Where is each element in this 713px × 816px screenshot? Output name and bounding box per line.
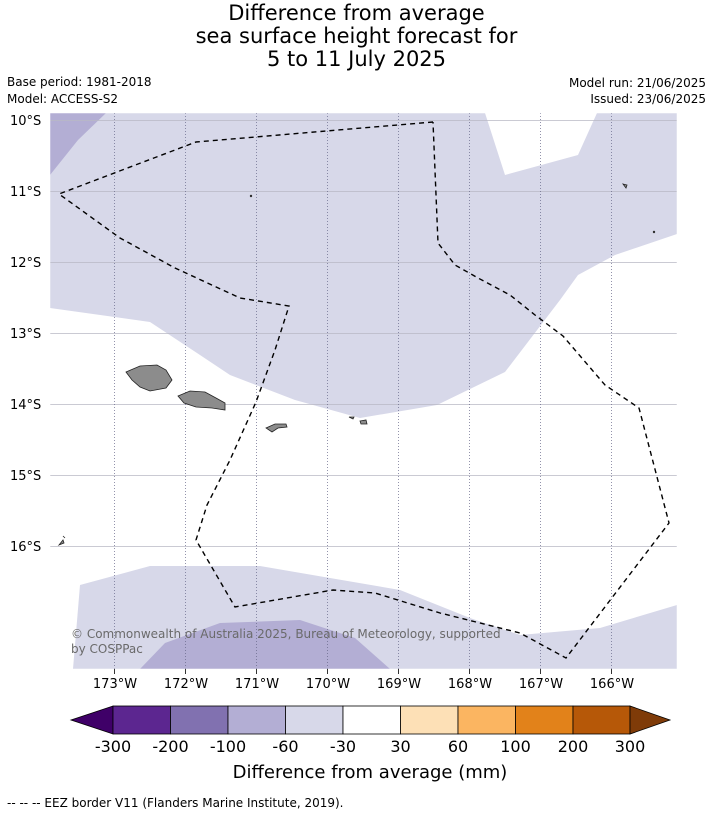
colorbar [69,705,672,735]
colorbar-swatch [112,705,171,735]
map-frame [49,112,678,670]
land-masses [57,183,656,546]
lat-label-15s: 15°S [10,469,41,484]
colorbar-swatch [342,705,401,735]
lon-label-173w: 173°W [93,677,137,692]
lat-label-14s: 14°S [10,398,41,413]
island-tutuila [265,423,288,433]
colorbar-swatch [457,705,516,735]
title-line-1: Difference from average [228,1,485,25]
copyright-line-2: by COSPPac [71,642,143,656]
colorbar-extend-high [629,705,672,735]
colorbar-swatch [227,705,286,735]
lon-label-171w: 171°W [235,677,279,692]
lon-label-168w: 168°W [448,677,492,692]
island-west-edge-2 [62,535,66,539]
copyright-line-1: © Commonwealth of Australia 2025, Bureau… [71,627,501,641]
colorbar-tick: -30 [330,737,356,756]
latitude-gridlines [50,120,677,547]
island-atoll-far-east [652,230,656,234]
lon-label-172w: 172°W [164,677,208,692]
anomaly-region-north [50,113,677,418]
colorbar-tick: -60 [272,737,298,756]
island-manua [359,419,368,425]
lat-label-12s: 12°S [10,256,41,271]
island-upolu [177,390,226,411]
island-atoll-east [622,183,628,189]
colorbar-tick: 300 [615,737,646,756]
island-swains [249,194,253,198]
longitude-labels: 173°W 172°W 171°W 170°W 169°W 168°W 167°… [93,677,634,692]
lon-label-166w: 166°W [590,677,634,692]
colorbar-tick: -100 [210,737,246,756]
colorbar-extend-low [69,705,114,735]
lon-label-170w: 170°W [306,677,350,692]
forecast-map: 10°S 11°S 12°S 13°S 14°S 15°S 16°S 173°W… [10,112,678,783]
anomaly-region-north-strong [50,113,106,175]
lon-label-169w: 169°W [377,677,421,692]
colorbar-swatch [572,705,631,735]
axis-ticks [114,669,612,674]
colorbar-swatch [285,705,344,735]
island-west-edge [57,539,65,546]
colorbar-swatch [170,705,229,735]
title-line-3: 5 to 11 July 2025 [266,47,447,71]
colorbar-tick: 100 [500,737,531,756]
lat-label-11s: 11°S [10,185,41,200]
colorbar-tick: -200 [152,737,188,756]
eez-border-line [57,121,670,659]
lat-label-13s: 13°S [10,327,41,342]
colorbar-tick-labels: -300 -200 -100 -60 -30 30 60 100 200 300 [95,737,645,756]
colorbar-tick: 200 [558,737,589,756]
lat-label-16s: 16°S [10,540,41,555]
colorbar-tick: 60 [448,737,468,756]
title-line-2: sea surface height forecast for [195,24,518,48]
colorbar-title: Difference from average (mm) [233,762,508,783]
issued-date: Issued: 23/06/2025 [590,92,706,106]
model-run: Model run: 21/06/2025 [568,76,706,90]
island-ofu [348,416,355,420]
colorbar-swatch [515,705,574,735]
lat-label-10s: 10°S [10,114,41,129]
base-period: Base period: 1981-2018 [7,75,152,89]
colorbar-swatch [400,705,459,735]
model-name: Model: ACCESS-S2 [7,92,119,106]
eez-legend: -- -- -- EEZ border V11 (Flanders Marine… [7,796,344,810]
colorbar-tick: 30 [390,737,410,756]
latitude-labels: 10°S 11°S 12°S 13°S 14°S 15°S 16°S [10,114,41,555]
island-savaii [125,364,173,392]
colorbar-tick: -300 [95,737,131,756]
copyright-notice: © Commonwealth of Australia 2025, Bureau… [71,627,501,656]
lon-label-167w: 167°W [519,677,563,692]
